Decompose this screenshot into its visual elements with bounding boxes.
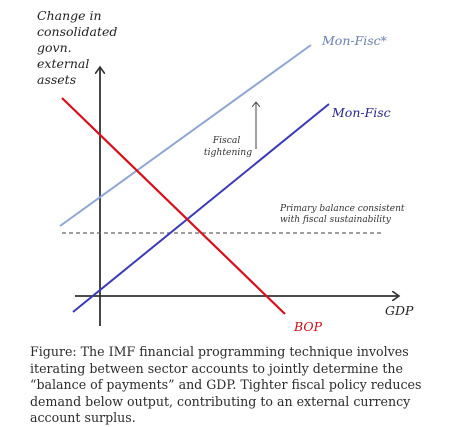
- mon-fisc-label: Mon-Fisc: [331, 105, 391, 120]
- bop-line: [61, 97, 286, 315]
- primary-balance-label: Primary balance consistent with fiscal s…: [279, 204, 407, 225]
- x-axis-label: GDP: [385, 303, 414, 318]
- mon-fisc-star-label: Mon-Fisc*: [321, 33, 388, 48]
- fiscal-tightening-label: Fiscal tightening: [204, 135, 252, 158]
- bop-label: BOP: [293, 319, 323, 334]
- financial-programming-diagram: Change in consolidated govn. external as…: [37, 8, 414, 334]
- mon-fisc-line: [72, 103, 330, 313]
- figure-caption: Figure: The IMF financial programming te…: [30, 344, 422, 425]
- mon-fisc-star-line: [59, 44, 312, 227]
- y-axis-label: Change in consolidated govn. external as…: [37, 8, 121, 87]
